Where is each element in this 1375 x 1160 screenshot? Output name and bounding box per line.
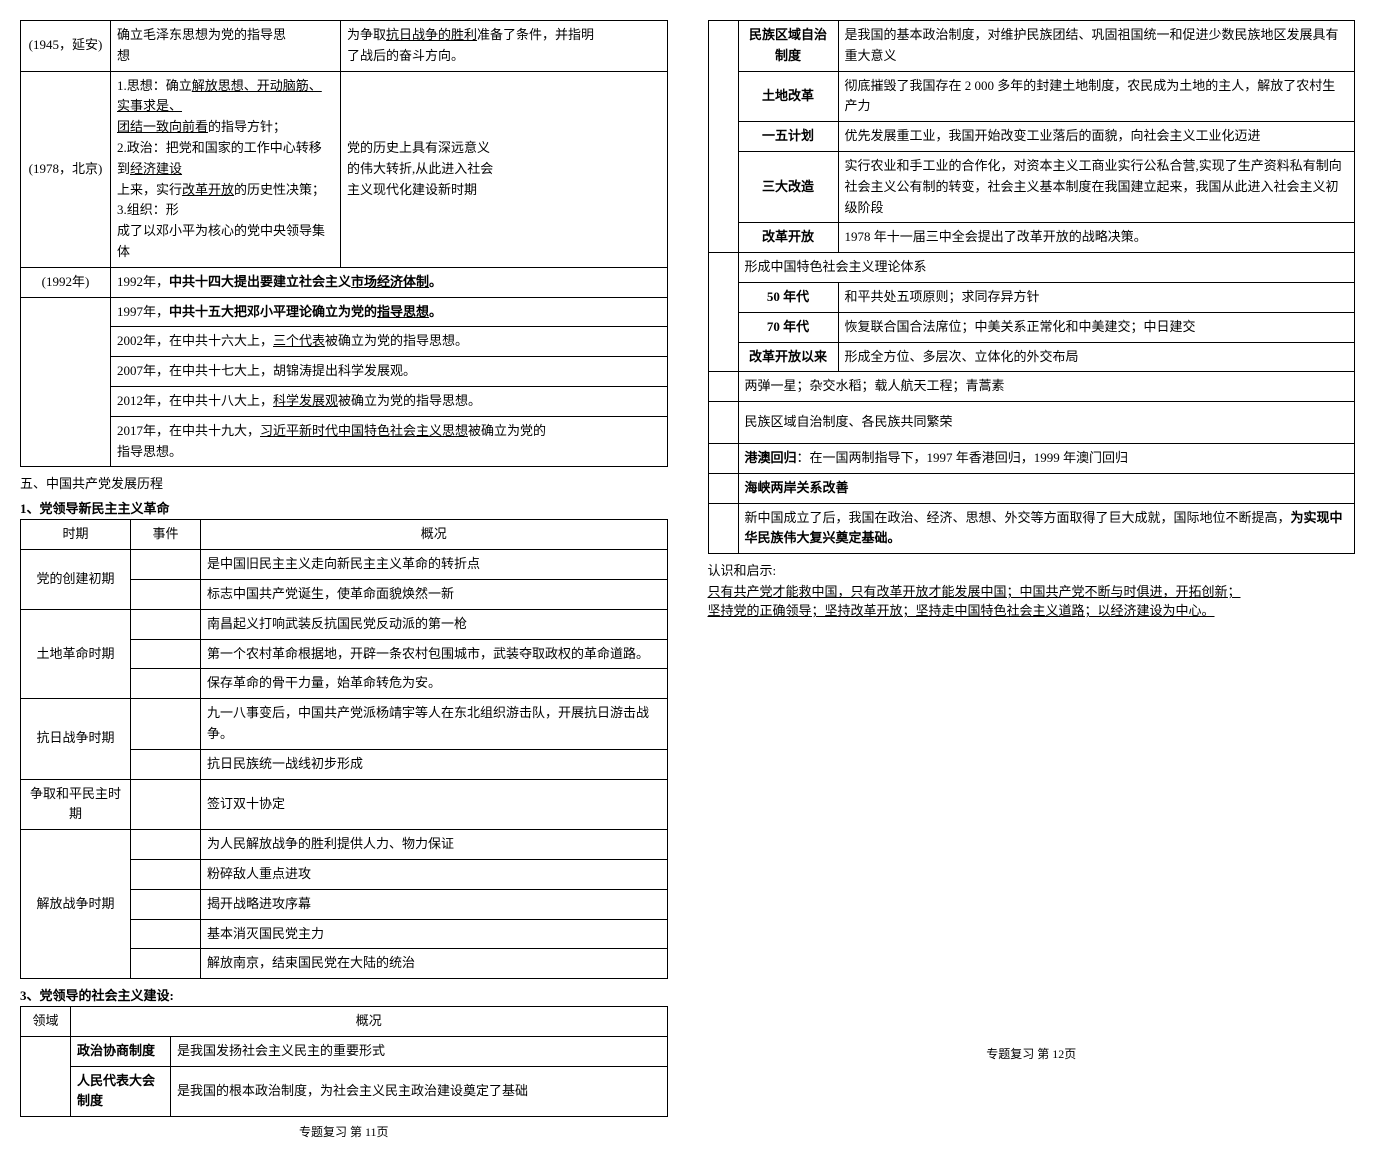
page-footer-right: 专题复习 第 12页 [708, 1045, 1356, 1062]
cell: 三大改造 [738, 151, 838, 222]
cell: 1978 年十一届三中全会提出了改革开放的战略决策。 [838, 223, 1355, 253]
cell: 2002年，在中共十六大上，三个代表被确立为党的指导思想。 [111, 327, 668, 357]
table-revolution: 时期 事件 概况 党的创建初期 是中国旧民主主义走向新民主主义革命的转折点 标志中… [20, 519, 668, 979]
cell [21, 297, 111, 467]
cell: 改革开放以来 [738, 342, 838, 372]
cell [131, 669, 201, 699]
cell [708, 21, 738, 253]
cell: 优先发展重工业，我国开始改变工业落后的面貌，向社会主义工业化迈进 [838, 122, 1355, 152]
cell: 为人民解放战争的胜利提供人力、物力保证 [201, 830, 668, 860]
cell: 1997年，中共十五大把邓小平理论确立为党的指导思想。 [111, 297, 668, 327]
cell: 改革开放 [738, 223, 838, 253]
cell: 解放战争时期 [21, 830, 131, 979]
cell: 人民代表大会制度 [71, 1066, 171, 1117]
cell: (1978，北京) [21, 71, 111, 267]
cell [131, 859, 201, 889]
cell: 恢复联合国合法席位；中美关系正常化和中美建交；中日建交 [838, 312, 1355, 342]
cell: 民族区域自治制度、各民族共同繁荣 [738, 402, 1355, 444]
header: 事件 [131, 520, 201, 550]
cell [708, 372, 738, 402]
cell [131, 949, 201, 979]
cell: 政治协商制度 [71, 1036, 171, 1066]
cell: 第一个农村革命根据地，开辟一条农村包围城市，武装夺取政权的革命道路。 [201, 639, 668, 669]
page-footer-left: 专题复习 第 11页 [20, 1123, 668, 1140]
cell: 1.思想：确立解放思想、开动脑筋、实事求是、 团结一致向前看的指导方针； 2.政… [111, 71, 341, 267]
cell: 新中国成立了后，我国在政治、经济、思想、外交等方面取得了巨大成就，国际地位不断提… [738, 503, 1355, 554]
cell [708, 503, 738, 554]
cell: 解放南京，结束国民党在大陆的统治 [201, 949, 668, 979]
insight-line-2: 坚持党的正确领导；坚持改革开放；坚持走中国特色社会主义道路；以经济建设为中心。 [708, 600, 1356, 619]
cell: 土地改革 [738, 71, 838, 122]
cell: 签订双十协定 [201, 779, 668, 830]
cell [131, 779, 201, 830]
header: 概况 [201, 520, 668, 550]
table-construction: 领域 概况 政治协商制度 是我国发扬社会主义民主的重要形式 人民代表大会制度 是… [20, 1006, 668, 1117]
cell: 党的历史上具有深远意义 的伟大转折,从此进入社会 主义现代化建设新时期 [341, 71, 668, 267]
cell [708, 402, 738, 444]
section-5-title: 五、中国共产党发展历程 [20, 473, 668, 492]
table-policies: 民族区域自治制度 是我国的基本政治制度，对维护民族团结、巩固祖国统一和促进少数民… [708, 20, 1356, 554]
cell: 土地革命时期 [21, 609, 131, 698]
cell: 保存革命的骨干力量，始革命转危为安。 [201, 669, 668, 699]
insight-line-1: 只有共产党才能救中国，只有改革开放才能发展中国；中国共产党不断与时俱进，开拓创新… [708, 581, 1356, 600]
cell [131, 889, 201, 919]
cell: (1945，延安) [21, 21, 111, 72]
cell: 抗日战争时期 [21, 699, 131, 779]
cell [131, 550, 201, 580]
subsection-1-title: 1、党领导新民主主义革命 [20, 498, 668, 517]
cell: 抗日民族统一战线初步形成 [201, 749, 668, 779]
cell: 彻底摧毁了我国存在 2 000 多年的封建土地制度，农民成为土地的主人，解放了农… [838, 71, 1355, 122]
cell: 南昌起义打响武装反抗国民党反动派的第一枪 [201, 609, 668, 639]
cell: 是我国发扬社会主义民主的重要形式 [171, 1036, 668, 1066]
cell: 粉碎敌人重点进攻 [201, 859, 668, 889]
table-meetings: (1945，延安) 确立毛泽东思想为党的指导思 想 为争取抗日战争的胜利准备了条… [20, 20, 668, 467]
cell: 50 年代 [738, 282, 838, 312]
cell: 形成全方位、多层次、立体化的外交布局 [838, 342, 1355, 372]
cell: 民族区域自治制度 [738, 21, 838, 72]
cell: 是中国旧民主主义走向新民主主义革命的转折点 [201, 550, 668, 580]
cell: 基本消灭国民党主力 [201, 919, 668, 949]
recognize-label: 认识和启示: [708, 560, 1356, 579]
cell [708, 443, 738, 473]
header: 领域 [21, 1007, 71, 1037]
cell [131, 699, 201, 750]
cell: 确立毛泽东思想为党的指导思 想 [111, 21, 341, 72]
cell: 争取和平民主时期 [21, 779, 131, 830]
cell: 一五计划 [738, 122, 838, 152]
cell: 为争取抗日战争的胜利准备了条件，并指明 了战后的奋斗方向。 [341, 21, 668, 72]
header: 概况 [71, 1007, 668, 1037]
cell [131, 579, 201, 609]
cell: 2017年，在中共十九大，习近平新时代中国特色社会主义思想被确立为党的指导思想。 [111, 416, 668, 467]
cell: 2007年，在中共十七大上，胡锦涛提出科学发展观。 [111, 357, 668, 387]
cell: 实行农业和手工业的合作化，对资本主义工商业实行公私合营,实现了生产资料私有制向社… [838, 151, 1355, 222]
header: 时期 [21, 520, 131, 550]
cell: 九一八事变后，中国共产党派杨靖宇等人在东北组织游击队，开展抗日游击战争。 [201, 699, 668, 750]
cell [131, 749, 201, 779]
cell: 形成中国特色社会主义理论体系 [738, 253, 1355, 283]
cell: 海峡两岸关系改善 [738, 473, 1355, 503]
cell: 2012年，在中共十八大上，科学发展观被确立为党的指导思想。 [111, 386, 668, 416]
cell: 党的创建初期 [21, 550, 131, 610]
cell: 揭开战略进攻序幕 [201, 889, 668, 919]
cell: (1992年) [21, 267, 111, 297]
cell: 两弹一星；杂交水稻；载人航天工程；青蒿素 [738, 372, 1355, 402]
cell: 是我国的基本政治制度，对维护民族团结、巩固祖国统一和促进少数民族地区发展具有重大… [838, 21, 1355, 72]
cell [131, 919, 201, 949]
cell: 和平共处五项原则；求同存异方针 [838, 282, 1355, 312]
cell: 港澳回归：在一国两制指导下，1997 年香港回归，1999 年澳门回归 [738, 443, 1355, 473]
cell: 70 年代 [738, 312, 838, 342]
cell: 标志中国共产党诞生，使革命面貌焕然一新 [201, 579, 668, 609]
subsection-3-title: 3、党领导的社会主义建设: [20, 985, 668, 1004]
cell: 1992年，中共十四大提出要建立社会主义市场经济体制。 [111, 267, 668, 297]
cell [131, 609, 201, 639]
cell: 是我国的根本政治制度，为社会主义民主政治建设奠定了基础 [171, 1066, 668, 1117]
cell [131, 830, 201, 860]
cell [21, 1036, 71, 1116]
cell [708, 253, 738, 372]
cell [131, 639, 201, 669]
cell [708, 473, 738, 503]
